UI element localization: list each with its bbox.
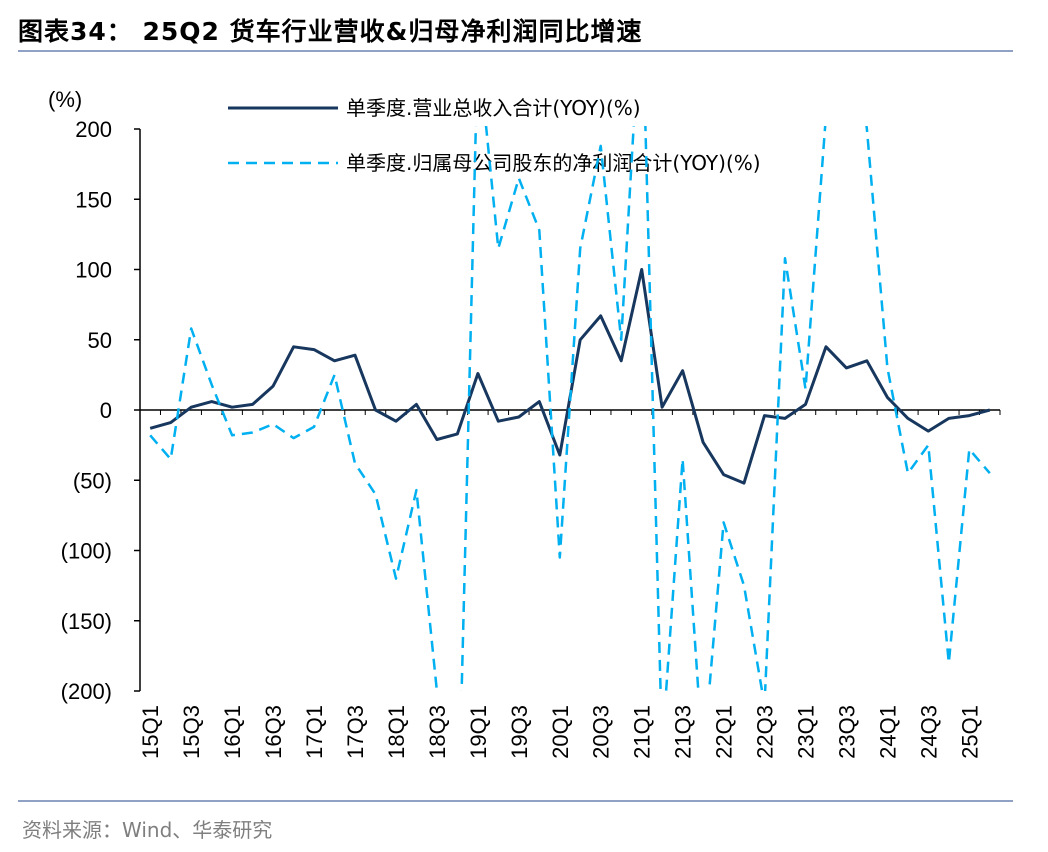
y-axis: 200 150 100 50 0 (50) (100) (150) (200) [61,117,141,704]
x-tick-label: 20Q3 [589,705,614,759]
y-tick-label: (150) [61,609,112,634]
x-tick-label: 16Q1 [220,705,245,759]
y-tick-label: (50) [73,468,112,493]
y-tick-label: (200) [61,679,112,704]
x-tick-label: 21Q1 [630,705,655,759]
x-tick-label: 25Q1 [957,705,982,759]
y-tick-label: (100) [61,539,112,564]
x-tick-label: 17Q3 [343,705,368,759]
x-tick-label: 18Q3 [425,705,450,759]
x-tick-label: 20Q1 [548,705,573,759]
x-tick-label: 24Q3 [916,705,941,759]
x-tick-label: 19Q1 [466,705,491,759]
y-axis-unit-label: (%) [48,87,82,112]
figure-title: 图表34： 25Q2 货车行业营收&归母净利润同比增速 [18,17,643,46]
x-tick-label: 23Q1 [793,705,818,759]
footer-divider [18,800,1013,802]
x-tick-label: 19Q3 [507,705,532,759]
x-tick-label: 17Q1 [302,705,327,759]
legend-label: 单季度.归属母公司股东的净利润合计(YOY)(%) [346,151,761,175]
x-tick-label: 22Q3 [753,705,778,759]
x-tick-label: 15Q1 [138,705,163,759]
x-tick-label: 21Q3 [671,705,696,759]
legend: 单季度.营业总收入合计(YOY)(%) 单季度.归属母公司股东的净利润合计(YOY… [228,96,761,175]
y-tick-label: 100 [75,258,112,283]
x-tick-label: 15Q3 [179,705,204,759]
x-tick-label: 23Q3 [834,705,859,759]
x-tick-label: 18Q1 [384,705,409,759]
legend-label: 单季度.营业总收入合计(YOY)(%) [346,96,641,120]
revenue-yoy-line [149,268,991,485]
title-divider [18,50,1013,52]
y-tick-label: 50 [88,328,112,353]
x-axis: 15Q1 15Q3 16Q1 16Q3 17Q1 17Q3 18Q1 18Q3 19Q1 19Q3… [138,409,1001,759]
source-note: 资料来源：Wind、华泰研究 [22,818,273,842]
y-tick-label: 0 [100,398,112,423]
series-layer [149,126,991,691]
y-tick-label: 150 [75,187,112,212]
x-tick-label: 16Q3 [261,705,286,759]
x-tick-label: 22Q1 [712,705,737,759]
y-tick-label: 200 [75,117,112,142]
x-tick-label: 24Q1 [875,705,900,759]
